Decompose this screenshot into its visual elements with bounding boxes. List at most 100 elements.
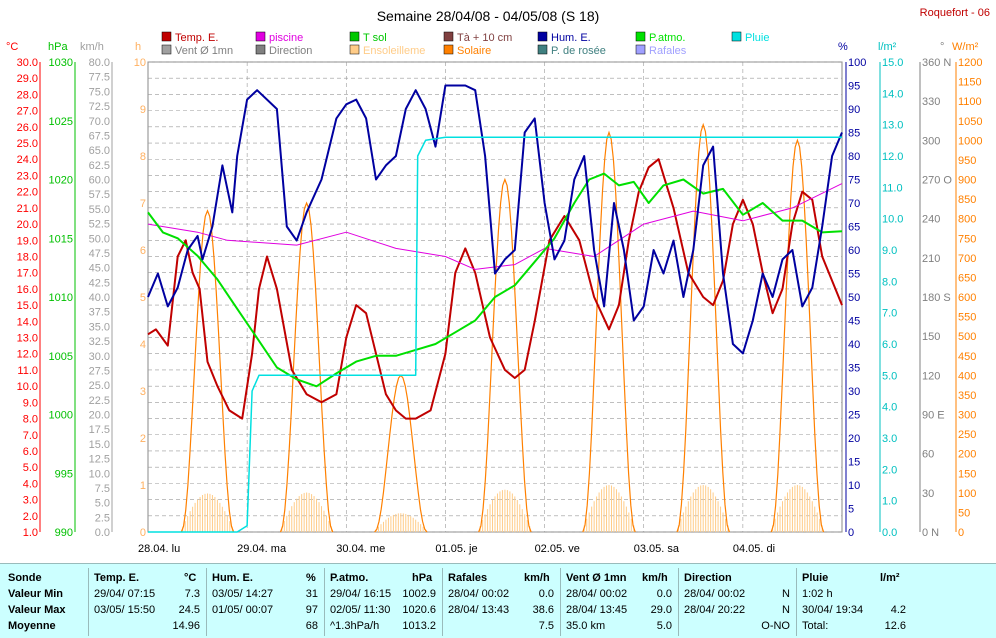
x-tick-label: 03.05. sa: [634, 543, 680, 555]
tick-label: 12.5: [89, 454, 110, 466]
tick-label: 55: [848, 269, 860, 281]
tick-label: 15.0: [89, 439, 110, 451]
tick-label: 2.0: [23, 511, 38, 523]
hum-header: Hum. E.: [212, 572, 253, 584]
tick-label: 18.0: [17, 251, 38, 263]
tick-label: 17.0: [17, 268, 38, 280]
tick-label: 72.5: [89, 101, 110, 113]
tick-label: 900: [958, 175, 976, 187]
rafales-header: Rafales: [448, 572, 488, 584]
tick-label: 29.0: [17, 73, 38, 85]
chart-axes: 30.029.028.027.026.025.024.023.022.021.0…: [6, 41, 982, 539]
legend-label: T sol: [363, 32, 387, 44]
tick-label: 10.0: [89, 468, 110, 480]
tick-label: 8.0: [882, 276, 897, 288]
tick-label: 8.0: [23, 414, 38, 426]
tick-label: 0 N: [922, 527, 939, 539]
dir-header: Direction: [684, 572, 732, 584]
rafales-min-val: 0.0: [538, 588, 554, 600]
series-line: [148, 136, 842, 533]
legend-label: P.atmo.: [649, 32, 686, 44]
chart-title: Semaine 28/04/08 - 04/05/08 (S 18): [377, 8, 600, 24]
tick-label: 5.0: [23, 462, 38, 474]
tick-label: 5: [848, 504, 854, 516]
legend-swatch: [349, 31, 360, 42]
tick-label: 47.5: [89, 248, 110, 260]
tick-label: 30: [922, 488, 934, 500]
axis-unit: W/m²: [952, 41, 979, 53]
tick-label: 95: [848, 81, 860, 93]
tick-label: 75.0: [89, 86, 110, 98]
tick-label: 40.0: [89, 292, 110, 304]
tick-label: 0.0: [95, 527, 110, 539]
tick-label: 32.5: [89, 336, 110, 348]
legend-label: Temp. E.: [175, 32, 218, 44]
pluie-header: Pluie: [802, 572, 829, 584]
vent-avg: 5.0: [656, 620, 672, 632]
tick-label: 240: [922, 214, 940, 226]
tick-label: 1: [140, 480, 146, 492]
tick-label: 6.0: [23, 446, 38, 458]
tick-label: 45: [848, 316, 860, 328]
solar-curve: [582, 130, 636, 533]
legend-swatch: [255, 44, 266, 55]
tick-label: 4.0: [882, 402, 897, 414]
tick-label: 3.0: [882, 433, 897, 445]
tick-label: 5: [140, 292, 146, 304]
legend-swatch: [349, 44, 360, 55]
tick-label: 3: [140, 386, 146, 398]
tick-label: 42.5: [89, 277, 110, 289]
tick-label: 4.0: [23, 478, 38, 490]
tick-label: 7.5: [95, 483, 110, 495]
tick-label: 15.0: [17, 300, 38, 312]
tick-label: 6.0: [882, 339, 897, 351]
tick-label: 60: [922, 449, 934, 461]
tick-label: 60.0: [89, 175, 110, 187]
tick-label: 40: [848, 339, 860, 351]
tick-label: 600: [958, 292, 976, 304]
hum-min-val: 31: [305, 588, 318, 600]
solar-curve: [770, 138, 825, 533]
tick-label: 9.0: [23, 397, 38, 409]
tick-label: 5.0: [95, 498, 110, 510]
tick-label: 350: [958, 390, 976, 402]
tick-label: 27.0: [17, 106, 38, 118]
dir-min-val: N: [782, 588, 790, 600]
tick-label: 26.0: [17, 122, 38, 134]
rafales-min-date: 28/04/ 00:02: [448, 588, 510, 600]
tick-label: 50: [958, 507, 970, 519]
tick-label: 400: [958, 370, 976, 382]
summary-table: Sonde Valeur Min Valeur Max Moyenne Temp…: [0, 563, 996, 638]
tick-label: 500: [958, 331, 976, 343]
tick-label: 950: [958, 155, 976, 167]
tick-label: 270 O: [922, 175, 952, 187]
tick-label: 1.0: [23, 527, 38, 539]
rafales-avg: 7.5: [538, 620, 554, 632]
tick-label: 120: [922, 370, 940, 382]
tick-label: 65: [848, 222, 860, 234]
tick-label: 35.0: [89, 321, 110, 333]
tick-label: 77.5: [89, 72, 110, 84]
tick-label: 7: [140, 198, 146, 210]
tick-label: 9: [140, 104, 146, 116]
temp-max-val: 24.5: [178, 604, 200, 616]
tick-label: 80.0: [89, 57, 110, 69]
tick-label: 25.0: [17, 138, 38, 150]
tick-label: 150: [958, 468, 976, 480]
pluie-total-label: Total:: [802, 620, 829, 632]
patmo-max-date: 02/05/ 11:30: [330, 604, 391, 616]
x-tick-label: 29.04. ma: [237, 543, 287, 555]
rafales-max-date: 28/04/ 13:43: [448, 604, 510, 616]
tick-label: 330: [922, 96, 940, 108]
dir-min-date: 28/04/ 00:02: [684, 588, 746, 600]
tick-label: 14.0: [882, 88, 903, 100]
tick-label: 85: [848, 128, 860, 140]
tick-label: 10.0: [17, 381, 38, 393]
x-tick-label: 01.05. je: [435, 543, 477, 555]
vent-distance: 35.0 km: [566, 620, 606, 632]
vent-min-date: 28/04/ 00:02: [566, 588, 628, 600]
series-line: [147, 158, 843, 420]
tick-label: 35: [848, 363, 860, 375]
tick-label: 1000: [49, 410, 73, 422]
pluie-max-date: 30/04/ 19:34: [802, 604, 864, 616]
